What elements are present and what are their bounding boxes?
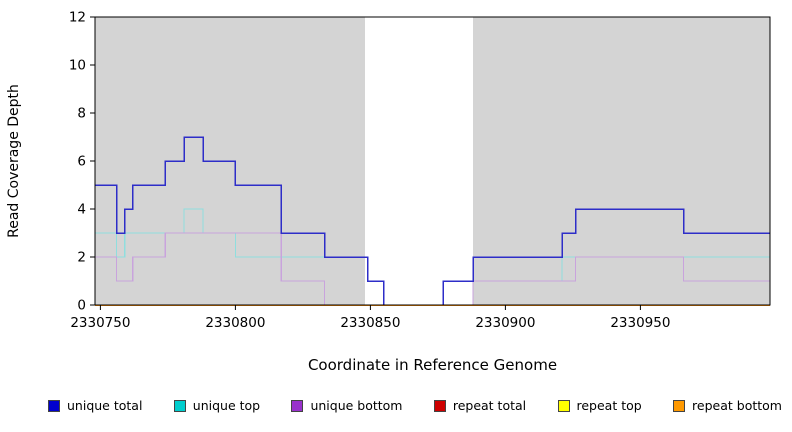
legend-label-repeat-top: repeat top [576, 398, 642, 413]
legend-item-repeat-bottom: repeat bottom [673, 398, 782, 413]
y-tick-label: 2 [77, 250, 86, 266]
legend-item-unique-top: unique top [173, 398, 261, 413]
y-tick-label: 10 [69, 58, 86, 74]
legend-label-repeat-total: repeat total [452, 398, 527, 413]
shaded-region [473, 17, 770, 305]
unique-bottom-swatch-icon [291, 399, 304, 412]
x-axis-label: Coordinate in Reference Genome [307, 356, 558, 374]
legend-label-unique-total: unique total [67, 398, 143, 413]
unique-top-swatch-icon [173, 399, 186, 412]
legend-item-repeat-total: repeat total [433, 398, 527, 413]
y-tick-label: 8 [77, 106, 86, 122]
legend-label-unique-bottom: unique bottom [310, 398, 403, 413]
y-tick-label: 4 [77, 202, 86, 218]
x-tick-label: 2330950 [610, 315, 670, 331]
chart-legend: unique total unique top unique bottom repea… [48, 398, 782, 413]
series-line-unique-bottom [95, 232, 770, 306]
legend-label-unique-top: unique top [192, 398, 261, 413]
series-line-unique-total [95, 136, 770, 306]
repeat-total-swatch-icon [433, 399, 446, 412]
legend-item-unique-bottom: unique bottom [291, 398, 403, 413]
legend-item-repeat-top: repeat top [557, 398, 642, 413]
repeat-top-swatch-icon [557, 399, 570, 412]
coverage-chart-canvas: 2330750 2330800 2330850 2330900 2330950 0 2 4 6 8… [69, 10, 771, 331]
y-tick-label: 12 [69, 10, 86, 26]
x-tick-label: 2330850 [340, 315, 400, 331]
y-axis-label: Read Coverage Depth [6, 84, 22, 238]
x-tick-label: 2330900 [475, 315, 535, 331]
legend-label-repeat-bottom: repeat bottom [692, 398, 782, 413]
x-tick-label: 2330750 [70, 315, 130, 331]
y-tick-label: 6 [77, 154, 86, 170]
repeat-bottom-swatch-icon [673, 399, 686, 412]
legend-item-unique-total: unique total [48, 398, 142, 413]
y-tick-label: 0 [77, 298, 86, 314]
unique-total-swatch-icon [48, 399, 60, 412]
x-tick-label: 2330800 [205, 315, 265, 331]
